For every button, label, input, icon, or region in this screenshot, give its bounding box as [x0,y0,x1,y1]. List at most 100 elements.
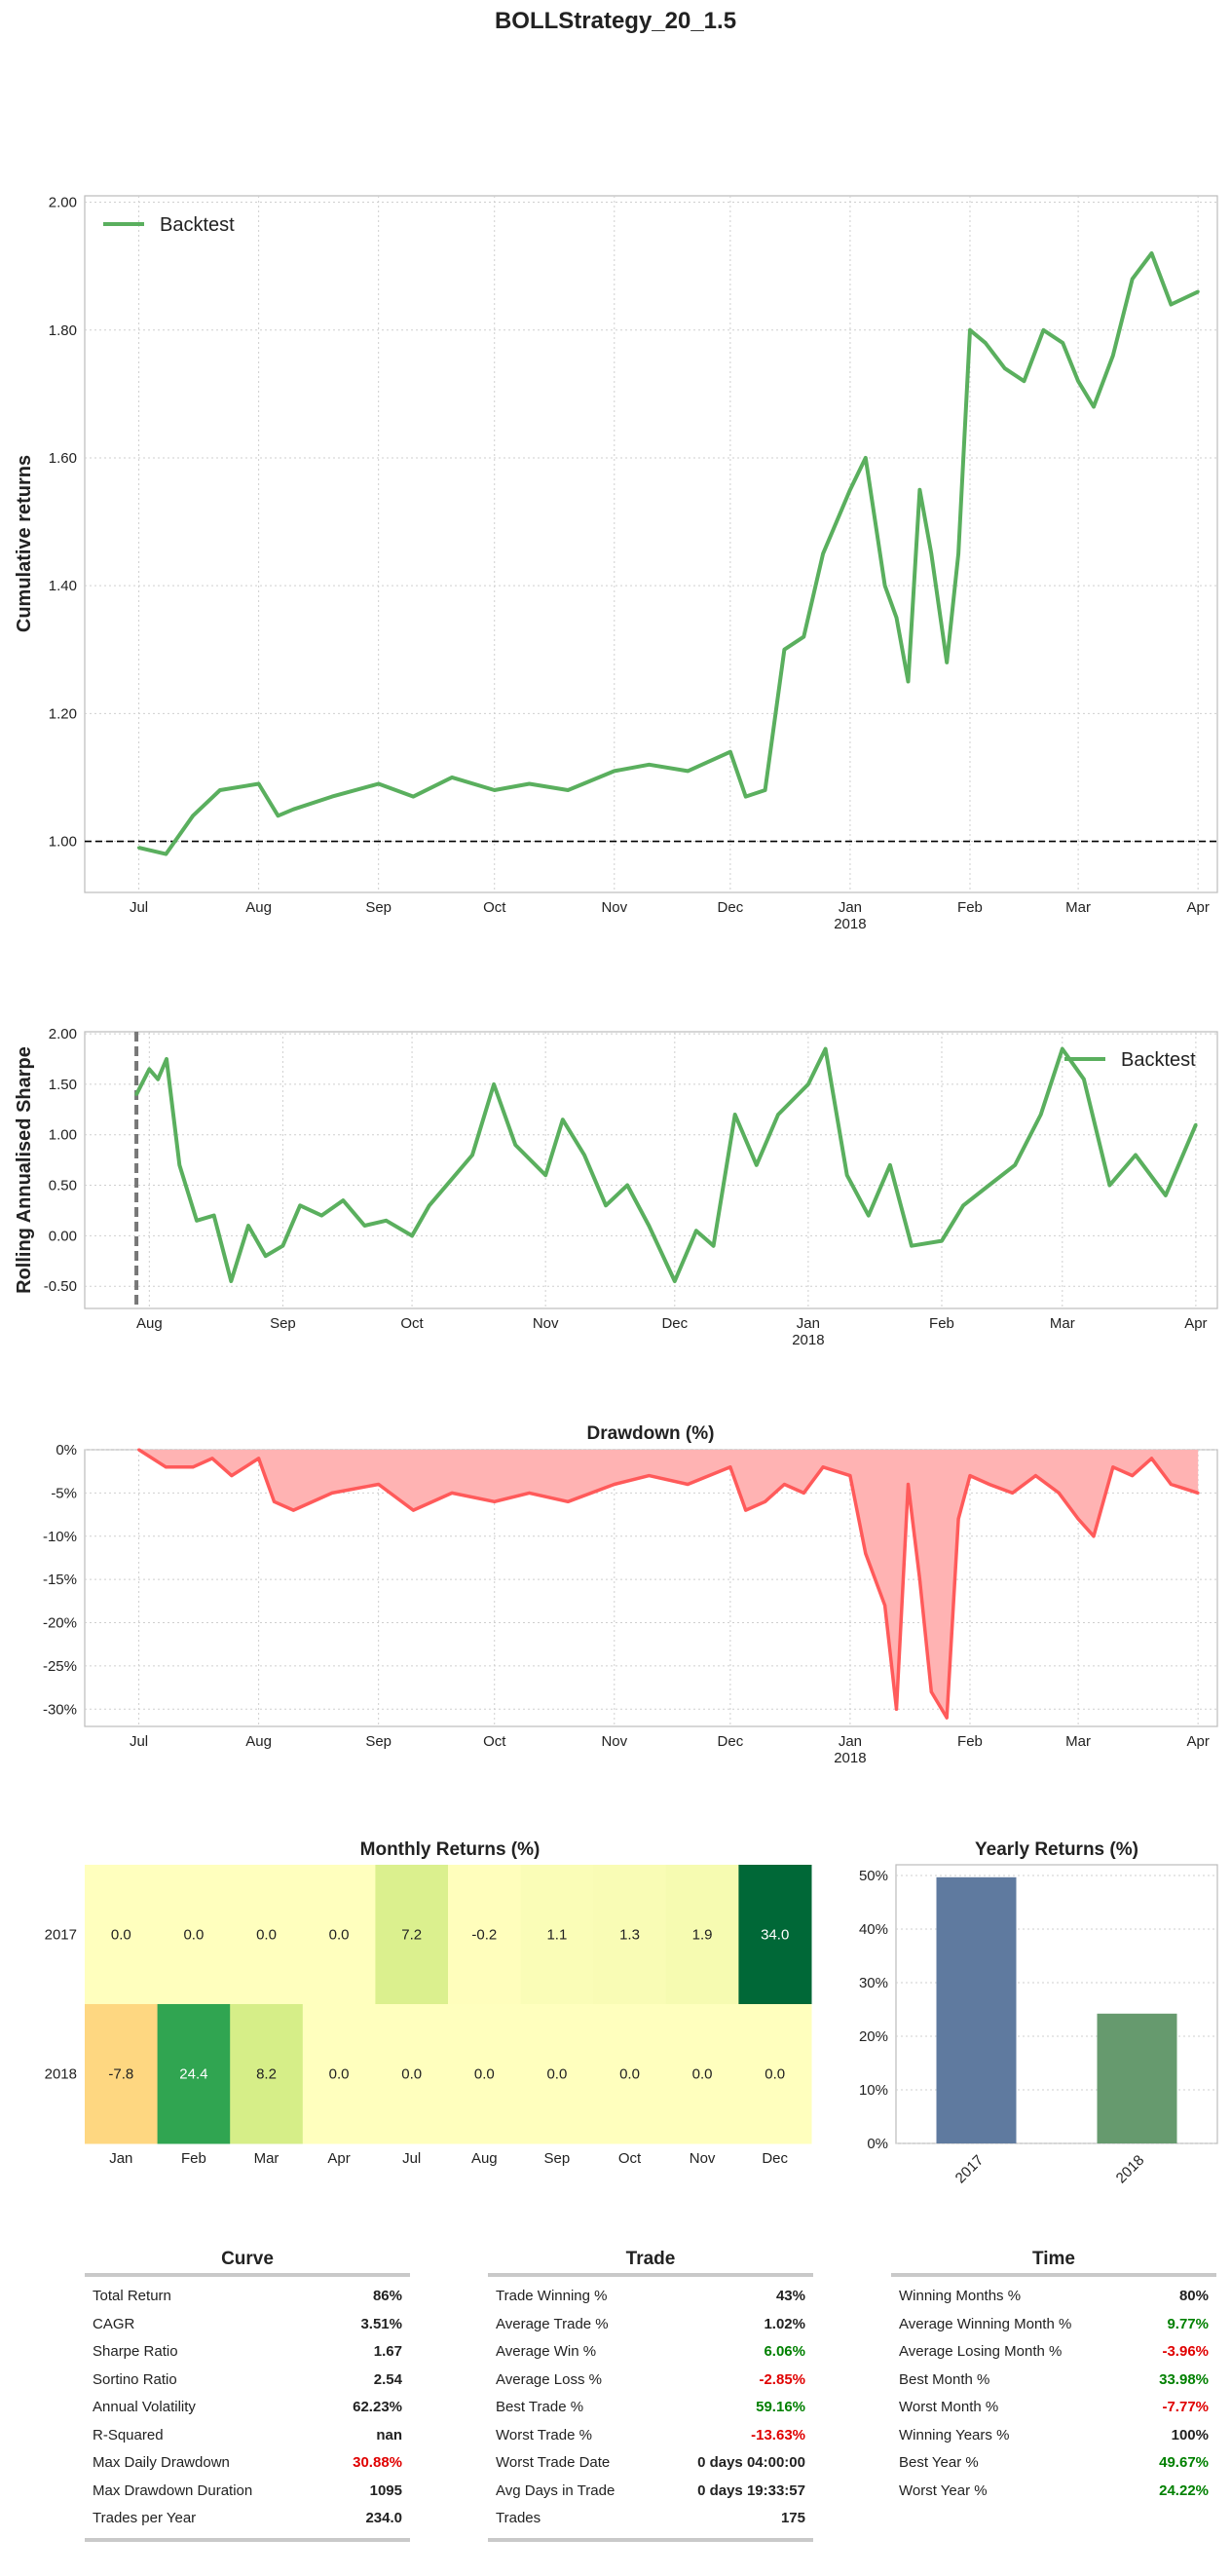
stat-label: Sortino Ratio [93,2370,177,2388]
drawdown-data-point [1057,1491,1061,1495]
cumulative-ytick-label: 1.00 [49,834,77,851]
drawdown-ytick-label: 0% [56,1442,77,1458]
monthly-cell-value: 0.0 [329,1927,350,1944]
cumulative-data-point [1061,341,1064,345]
rolling_sharpe-xtick-label: Mar [1050,1315,1075,1332]
stat-value: 1.67 [373,2343,402,2360]
drawdown-data-point [895,1707,899,1711]
drawdown-title: Drawdown (%) [587,1423,715,1444]
drawdown-xtick-label: Jul [130,1733,148,1750]
cumulative-data-point [1041,328,1045,332]
monthly-cell [230,1865,304,2005]
drawdown-data-point [1131,1474,1135,1478]
cumulative-xtick-label: Jan [839,899,862,916]
drawdown-data-point [728,1465,732,1469]
monthly-cell [593,2004,667,2144]
drawdown-data-point [450,1491,454,1495]
drawdown-area [138,1450,1199,1719]
monthly-cell [448,1865,522,2005]
stat-value: nan [376,2426,402,2443]
cumulative-data-point [191,814,195,817]
sharpe-data-point [319,1214,323,1218]
trade-stats-table: Trade Winning % 43% Average Trade % 1.02% Av… [488,2277,813,2538]
stat-value: 24.22% [1159,2481,1209,2499]
sharpe-data-point [134,1092,138,1096]
cumulative-data-point [894,616,899,620]
drawdown-data-point [164,1465,168,1469]
drawdown-data-point [257,1457,261,1460]
drawdown-data-point [330,1491,334,1495]
drawdown-data-point [744,1508,748,1512]
cumulative-data-point [164,852,168,856]
sharpe-data-point [888,1163,892,1167]
rolling_sharpe-xtick-label: Feb [929,1315,954,1332]
stat-label: Winning Months % [899,2288,1022,2304]
stat-value: 43% [775,2288,805,2304]
stat-row: Avg Days in Trade 0 days 19:33:57 [488,2478,813,2506]
monthly-column-label: Mar [254,2150,280,2167]
drawdown-xtick-label: Sep [365,1733,392,1750]
stat-value: 234.0 [365,2510,402,2526]
monthly-cell [157,2004,231,2144]
drawdown-data-point [945,1716,949,1720]
monthly-cell-value: 0.0 [765,2066,785,2083]
stat-row: Average Trade % 1.02% [488,2311,813,2339]
cumulative-xtick-label: Feb [957,899,983,916]
drawdown-data-point [377,1483,381,1486]
cumulative-data-point [411,795,415,799]
stat-row: Worst Month % -7.77% [891,2394,1216,2422]
cumulative-xtick-label: Aug [245,899,272,916]
trade-stats-title: Trade [625,2249,676,2269]
cumulative-data-point [377,781,381,786]
sharpe-data-point [428,1203,431,1207]
drawdown-data-point [566,1499,570,1503]
monthly-column-label: Nov [690,2150,716,2167]
cumulative-data-point [257,781,261,786]
stat-value: 2.54 [373,2370,402,2388]
monthly-cell [302,2004,376,2144]
yearly-bar-2017 [936,1876,1017,2143]
monthly-column-label: Apr [327,2150,350,2167]
stat-row: Average Winning Month % 9.77% [891,2311,1216,2339]
drawdown-data-point [864,1552,868,1555]
stat-label: Max Daily Drawdown [93,2454,230,2471]
drawdown-xtick-label: Aug [245,1733,272,1750]
monthly-row-label: 2017 [45,1927,77,1944]
sharpe-data-point [582,1153,586,1157]
stat-label: Trades per Year [93,2510,197,2526]
stat-label: Worst Trade % [496,2426,592,2443]
cumulative-data-point [1076,379,1080,383]
drawdown-data-point [686,1483,690,1486]
monthly-returns-title: Monthly Returns (%) [360,1839,541,1860]
monthly-cell-value: 1.3 [619,1927,640,1944]
sharpe-data-point [910,1244,914,1248]
sharpe-data-point [1107,1183,1112,1188]
stat-label: Worst Year % [899,2481,988,2499]
drawdown-data-point [906,1483,910,1486]
cumulative-data-point [136,846,141,850]
drawdown-data-point [493,1499,497,1503]
monthly-cell-value: 8.2 [256,2066,277,2083]
stat-value: 62.23% [353,2399,402,2415]
monthly-row-label: 2018 [45,2066,77,2083]
stat-value: -3.96% [1162,2343,1209,2360]
sharpe-data-point [449,1178,453,1182]
stat-value: -13.63% [751,2426,805,2443]
monthly-cell-value: -0.2 [471,1927,497,1944]
sharpe-data-point [362,1224,367,1228]
stat-label: Best Year % [899,2454,979,2471]
drawdown-data-point [272,1499,276,1503]
drawdown-ytick-label: -5% [51,1485,77,1501]
drawdown-data-point [968,1474,972,1478]
monthly-cell-value: 34.0 [761,1927,789,1944]
sharpe-data-point [961,1203,965,1207]
sharpe-data-point [384,1219,389,1223]
drawdown-data-point [291,1508,295,1512]
drawdown-xtick-label: Dec [718,1733,744,1750]
cumulative-plot-frame [84,195,1218,893]
monthly-cell-value: 0.0 [183,1927,204,1944]
cumulative-data-point [686,769,690,773]
stat-row: Worst Year % 24.22% [891,2478,1216,2506]
cumulative-data-point [945,661,949,664]
time-stats-title: Time [1031,2249,1075,2269]
